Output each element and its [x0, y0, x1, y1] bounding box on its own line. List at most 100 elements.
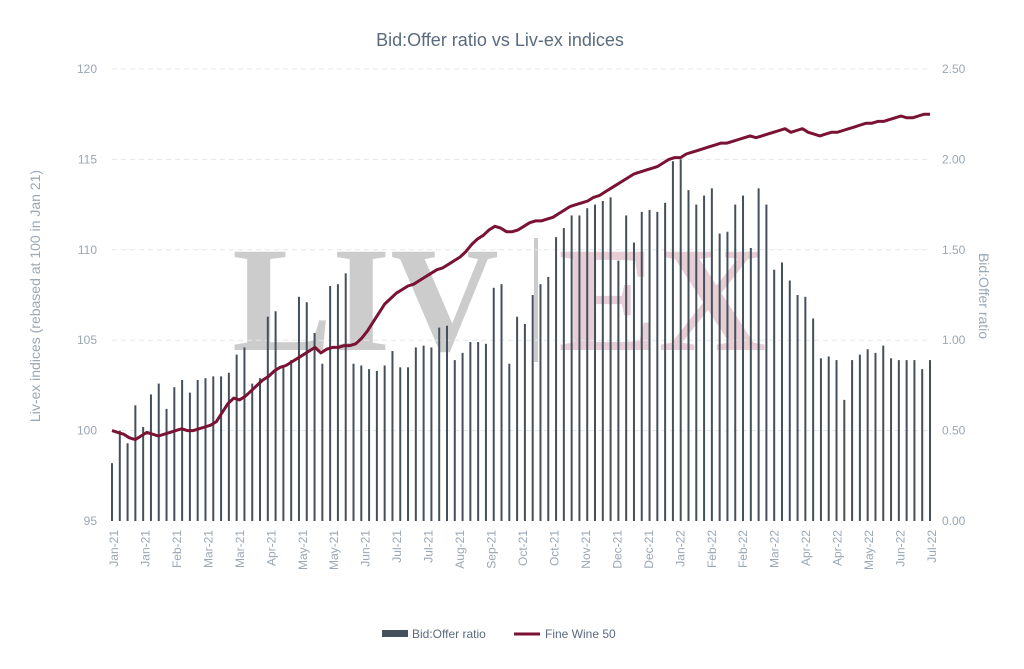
bar	[757, 188, 760, 521]
bar	[570, 215, 573, 521]
bar	[126, 443, 129, 521]
bar	[897, 360, 900, 521]
bar	[819, 358, 822, 521]
bar	[383, 365, 386, 521]
left-axis-title: Liv-ex indices (rebased at 100 in Jan 21…	[27, 170, 43, 422]
x-tick-label: Jun-21	[359, 530, 373, 567]
bar	[181, 379, 184, 521]
bar	[407, 367, 410, 521]
bar	[905, 360, 908, 521]
bar	[858, 354, 861, 521]
right-tick-label: 2.00	[942, 152, 966, 166]
bar	[142, 426, 145, 521]
bar	[282, 367, 285, 521]
x-tick-label: Mar-21	[233, 530, 247, 568]
left-tick-label: 95	[84, 514, 98, 528]
bar	[625, 215, 628, 521]
left-axis: 95 100 105 110 115 120	[77, 62, 97, 528]
right-tick-label: 0.00	[942, 514, 966, 528]
bar	[749, 247, 752, 521]
bar	[508, 363, 511, 521]
bar	[149, 394, 152, 521]
bar	[336, 284, 339, 521]
x-tick-label: Jan-21	[107, 530, 121, 567]
bar	[305, 302, 308, 521]
bar	[812, 318, 815, 521]
bar	[710, 188, 713, 521]
bar	[827, 356, 830, 521]
bar	[111, 463, 113, 521]
right-tick-label: 1.50	[942, 243, 966, 257]
watermark-ex: EX	[558, 217, 766, 383]
x-tick-label: May-21	[296, 530, 310, 570]
left-tick-label: 105	[77, 333, 97, 347]
bar	[430, 347, 433, 521]
legend-label-fine-wine-50: Fine Wine 50	[545, 627, 616, 641]
left-tick-label: 115	[78, 152, 97, 166]
bar	[414, 347, 417, 521]
chart-title: Bid:Offer ratio vs Liv-ex indices	[376, 30, 624, 50]
bar	[243, 347, 246, 521]
legend: Bid:Offer ratio Fine Wine 50	[382, 627, 616, 641]
bar	[664, 202, 667, 522]
bar	[251, 383, 254, 521]
right-tick-label: 2.50	[942, 62, 966, 76]
bar	[134, 405, 137, 521]
bar	[516, 316, 519, 521]
bar	[196, 379, 199, 521]
right-axis: 0.00 0.50 1.00 1.50 2.00 2.50	[942, 62, 966, 528]
bar	[313, 332, 316, 521]
legend-swatch-bid-offer	[382, 630, 408, 637]
bar	[780, 262, 783, 521]
bar	[913, 360, 916, 521]
bar	[632, 242, 635, 521]
bar	[391, 351, 394, 521]
bar	[788, 280, 791, 521]
bar	[321, 363, 324, 521]
bar	[742, 195, 745, 521]
bar	[266, 316, 269, 521]
bar	[547, 276, 550, 521]
x-tick-label: Jul-21	[390, 530, 404, 563]
bar	[290, 360, 293, 521]
bar	[157, 383, 160, 521]
bar	[484, 343, 487, 521]
bar	[578, 215, 581, 521]
x-tick-label: Sep-21	[485, 530, 499, 569]
bar	[765, 204, 768, 521]
right-tick-label: 1.00	[942, 333, 966, 347]
bar	[259, 378, 262, 521]
x-tick-label: Jul-22	[925, 530, 939, 563]
x-tick-label: Apr-21	[264, 530, 278, 566]
x-tick-label: Apr-22	[831, 530, 845, 566]
left-tick-label: 110	[78, 243, 97, 257]
bar	[445, 325, 448, 521]
bar	[835, 360, 838, 521]
bar	[188, 392, 191, 521]
x-tick-label: May-22	[862, 530, 876, 570]
bar	[594, 204, 597, 521]
bar	[882, 345, 885, 521]
bar-series	[111, 159, 931, 522]
bar	[297, 296, 300, 521]
x-tick-label: Aug-21	[453, 530, 467, 569]
bar	[438, 327, 441, 521]
bar	[399, 367, 402, 521]
bar	[555, 237, 558, 522]
bar	[212, 376, 215, 521]
bar	[562, 228, 565, 521]
bar	[352, 363, 355, 521]
watermark: LIV EX	[232, 217, 766, 383]
bar	[726, 231, 729, 521]
x-tick-label: Nov-21	[579, 530, 593, 569]
bar	[368, 369, 371, 521]
bar	[235, 354, 238, 521]
bar	[422, 345, 425, 521]
bar	[492, 287, 495, 521]
bar	[220, 376, 223, 521]
bar	[804, 296, 807, 521]
legend-label-bid-offer: Bid:Offer ratio	[412, 627, 486, 641]
bar	[687, 190, 690, 522]
